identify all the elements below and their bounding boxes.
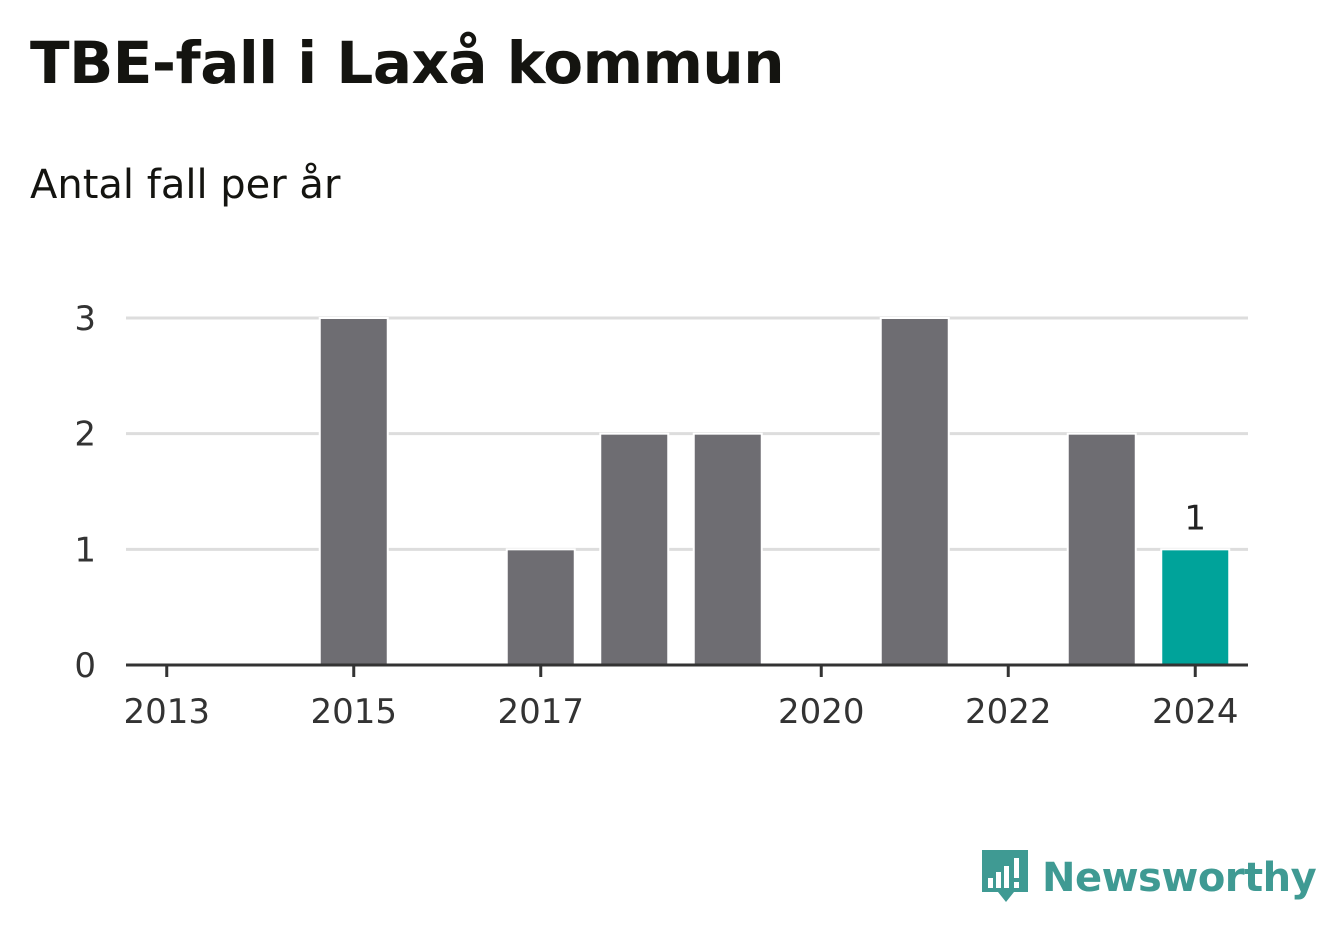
chart-subtitle: Antal fall per år	[30, 162, 341, 208]
x-tick-label-2015: 2015	[310, 692, 397, 732]
bars	[318, 317, 1231, 666]
bar-2015	[318, 317, 389, 666]
labels: 0 1 2 3 2013 2015 2017 2020 2022 2024 1	[74, 299, 1238, 732]
bar-2024	[1160, 548, 1231, 666]
bar-2017	[505, 548, 576, 666]
y-tick-label-3: 3	[74, 299, 96, 339]
y-tick-label-1: 1	[74, 530, 96, 570]
bar-2019	[692, 432, 763, 666]
x-tick-label-2017: 2017	[497, 692, 584, 732]
bar-2018	[599, 432, 670, 666]
bar-2023	[1066, 432, 1137, 666]
bar-2021	[879, 317, 950, 666]
newsworthy-logo-icon	[982, 850, 1028, 902]
y-tick-label-2: 2	[74, 415, 96, 455]
chart-title: TBE-fall i Laxå kommun	[30, 29, 785, 97]
x-tick-label-2024: 2024	[1152, 692, 1239, 732]
x-tick-label-2022: 2022	[965, 692, 1052, 732]
x-tick-label-2013: 2013	[123, 692, 210, 732]
y-tick-label-0: 0	[74, 646, 96, 686]
brand-logo: Newsworthy	[980, 848, 1317, 908]
gridlines	[126, 316, 1248, 551]
axes	[126, 663, 1248, 677]
data-label-2024: 1	[1184, 498, 1206, 538]
brand-name: Newsworthy	[1042, 855, 1317, 901]
x-tick-label-2020: 2020	[778, 692, 865, 732]
